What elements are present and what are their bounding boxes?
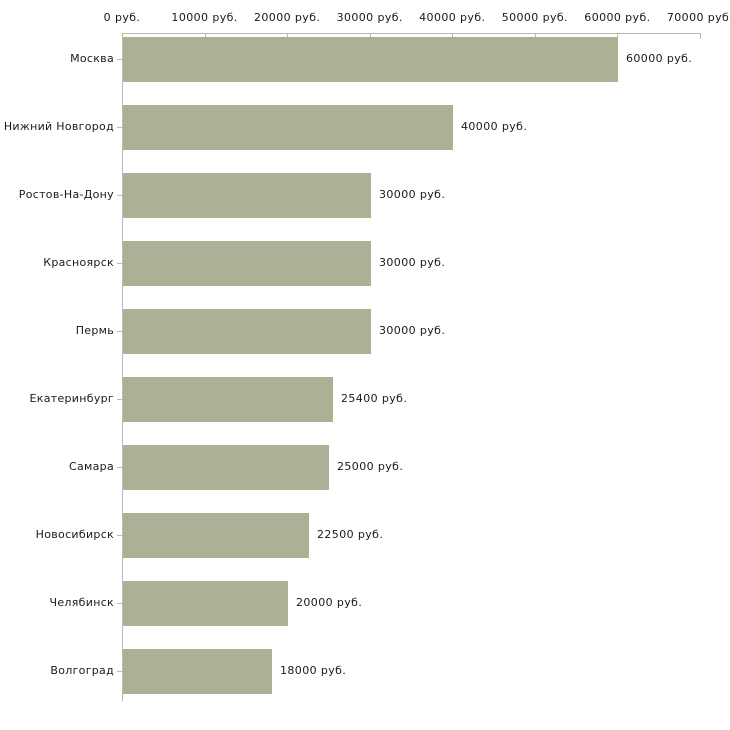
value-label: 30000 руб. — [379, 324, 446, 337]
y-axis-tick — [117, 195, 122, 196]
x-axis-tick — [700, 33, 701, 39]
bar-2 — [123, 104, 453, 150]
category-label: Москва — [70, 52, 114, 65]
y-axis-tick — [117, 399, 122, 400]
value-label: 25000 руб. — [337, 460, 404, 473]
y-axis-tick — [117, 603, 122, 604]
category-label: Челябинск — [49, 596, 114, 609]
x-axis-tick-label: 0 руб. — [103, 11, 141, 24]
category-label: Екатеринбург — [29, 392, 114, 405]
bar-10 — [123, 648, 272, 694]
y-axis-tick — [117, 467, 122, 468]
x-axis-tick — [287, 33, 289, 39]
category-label: Красноярск — [43, 256, 114, 269]
bar-9 — [123, 580, 288, 626]
value-label: 60000 руб. — [626, 52, 693, 65]
category-label: Пермь — [75, 324, 114, 337]
value-label: 20000 руб. — [296, 596, 363, 609]
y-axis-tick — [117, 59, 122, 60]
x-axis-tick-label: 30000 руб. — [336, 11, 403, 24]
category-label: Новосибирск — [35, 528, 114, 541]
x-axis-tick-label: 70000 руб. — [666, 11, 730, 24]
category-label: Самара — [69, 460, 114, 473]
category-label: Ростов-На-Дону — [18, 188, 114, 201]
x-axis-tick-label: 60000 руб. — [584, 11, 651, 24]
y-axis-tick — [117, 671, 122, 672]
x-axis-tick — [617, 33, 619, 39]
value-label: 40000 руб. — [461, 120, 528, 133]
bar-1 — [123, 36, 618, 82]
x-axis-tick — [204, 33, 206, 39]
x-axis-tick-label: 20000 руб. — [254, 11, 321, 24]
bar-4 — [123, 240, 371, 286]
value-label: 18000 руб. — [280, 664, 347, 677]
value-label: 30000 руб. — [379, 188, 446, 201]
bar-3 — [123, 172, 371, 218]
bar-8 — [123, 512, 309, 558]
x-axis-tick — [534, 33, 536, 39]
value-label: 25400 руб. — [341, 392, 408, 405]
category-label: Волгоград — [50, 664, 114, 677]
y-axis-tick — [117, 127, 122, 128]
x-axis-tick — [369, 33, 371, 39]
y-axis-tick — [117, 331, 122, 332]
y-axis-tick — [117, 535, 122, 536]
y-axis-line — [122, 33, 123, 701]
x-axis-line — [122, 33, 701, 34]
category-label: Нижний Новгород — [3, 120, 114, 133]
y-axis-tick — [117, 263, 122, 264]
x-axis-tick — [452, 33, 454, 39]
x-axis-tick — [122, 33, 123, 39]
x-axis-tick-label: 50000 руб. — [501, 11, 568, 24]
bar-5 — [123, 308, 371, 354]
bar-6 — [123, 376, 333, 422]
x-axis-tick-label: 10000 руб. — [171, 11, 238, 24]
value-label: 30000 руб. — [379, 256, 446, 269]
x-axis-tick-label: 40000 руб. — [419, 11, 486, 24]
bar-7 — [123, 444, 329, 490]
value-label: 22500 руб. — [317, 528, 384, 541]
